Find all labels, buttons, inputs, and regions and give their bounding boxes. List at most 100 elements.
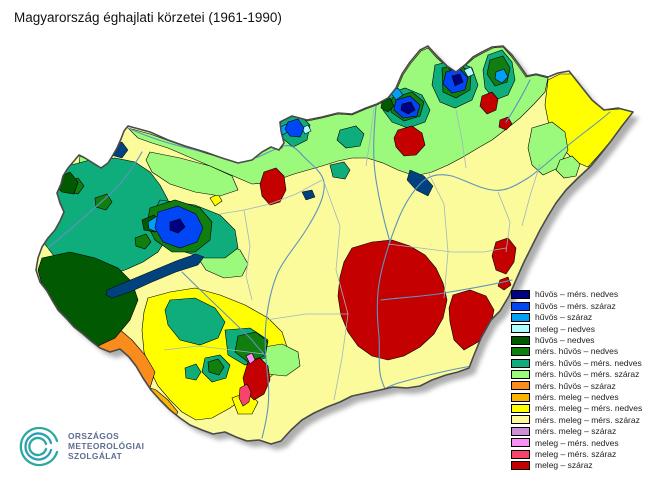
omsz-logo-text: ORSZÁGOS METEOROLÓGIAI SZOLGÁLAT (68, 431, 144, 461)
lake-velence (301, 189, 316, 201)
legend-swatch (511, 335, 530, 345)
legend-swatch (511, 404, 530, 414)
legend-label: mérs. hűvös – mérs. száraz (535, 369, 640, 380)
map-legend: hűvös – mérs. nedves hűvös – mérs. szára… (511, 289, 642, 471)
region-blob (479, 91, 499, 115)
page-title: Magyarország éghajlati körzetei (1961-19… (14, 10, 282, 25)
region-blob (555, 155, 581, 179)
region-blob (337, 239, 448, 361)
region-blob (380, 97, 395, 113)
omsz-spiral-icon (19, 426, 59, 467)
region-blob (164, 297, 226, 346)
logo-line-2: METEOROLÓGIAI (68, 441, 145, 451)
spiral-arc-outer (19, 426, 59, 467)
legend-swatch (511, 290, 530, 300)
legend-label: meleg – mérs. nedves (535, 437, 619, 448)
omsz-logo: ORSZÁGOS METEOROLÓGIAI SZOLGÁLAT (16, 420, 144, 472)
lakes (105, 141, 434, 299)
county-line (521, 163, 541, 227)
legend-label: meleg – nedves (535, 323, 596, 334)
county-line (243, 209, 253, 301)
county-line (163, 345, 265, 355)
legend-label: hűvös – nedves (535, 335, 595, 345)
region-blob (497, 276, 512, 291)
county-line (427, 171, 449, 253)
legend-label: hűvös – mérs. száraz (535, 300, 616, 311)
legend-label: mérs. meleg – száraz (535, 426, 617, 437)
region-blob (451, 73, 464, 87)
legend-label: mérs. meleg – mérs. száraz (535, 414, 640, 425)
river-zagyva (373, 105, 391, 243)
river-maros (385, 365, 473, 389)
region-blob (393, 125, 426, 157)
legend-swatch (511, 381, 530, 391)
legend-label: hűvös – száraz (535, 312, 593, 323)
legend-item: hűvös – nedves (511, 335, 642, 346)
legend-label: meleg – mérs. száraz (535, 448, 617, 459)
legend-swatch (511, 312, 530, 322)
legend-label: mérs. hűvös – száraz (535, 380, 616, 391)
lake-balaton (105, 253, 205, 299)
region-blob (145, 151, 239, 197)
river-raba (47, 151, 143, 249)
legend-item: mérs. meleg – száraz (511, 426, 642, 437)
regions-meleg-mers-nedves (245, 352, 256, 365)
spiral-arc-mid (24, 432, 53, 461)
legend-item: mérs. hűvös – mérs. nedves (511, 357, 642, 368)
county-line (455, 109, 467, 169)
legend-label: mérs. hűvös – nedves (535, 346, 619, 357)
spiral-arc-inner (28, 436, 48, 457)
legend-item: mérs. meleg – nedves (511, 392, 642, 403)
region-blob (494, 68, 509, 84)
county-line (265, 313, 348, 321)
legend-label: meleg – száraz (535, 460, 593, 471)
county-line (387, 243, 507, 253)
region-blob (400, 101, 416, 115)
legend-item: mérs. hűvös – nedves (511, 346, 642, 357)
legend-label: mérs. meleg – nedves (535, 391, 619, 402)
logo-line-3: SZOLGÁLAT (68, 451, 123, 461)
legend-item: mérs. hűvös – száraz (511, 380, 642, 391)
legend-swatch (511, 358, 530, 368)
region-blob (336, 125, 365, 149)
region-blob (491, 237, 517, 275)
legend-item: mérs. hűvös – mérs. száraz (511, 369, 642, 380)
legend-label: mérs. meleg – mérs. nedves (535, 403, 643, 414)
region-blob (134, 233, 152, 250)
region-blob (498, 116, 513, 131)
county-line (323, 181, 349, 401)
lake-tisza (406, 169, 434, 197)
legend-swatch (511, 324, 530, 334)
legend-item: mérs. meleg – mérs. száraz (511, 414, 642, 425)
region-blob (169, 218, 186, 234)
legend-label: mérs. hűvös – mérs. nedves (535, 357, 642, 368)
region-blob (184, 363, 202, 381)
legend-swatch (511, 449, 530, 459)
legend-swatch (511, 301, 530, 311)
river-bodrog (505, 79, 531, 123)
regions-huvos-mers-nedves (169, 73, 464, 234)
legend-item: hűvös – száraz (511, 312, 642, 323)
legend-item: mérs. meleg – mérs. nedves (511, 403, 642, 414)
legend-swatch (511, 461, 530, 471)
river-koros (380, 279, 513, 301)
legend-swatch (511, 415, 530, 425)
region-blob (207, 358, 225, 376)
river-sio (181, 271, 267, 357)
county-line (443, 251, 449, 299)
region-blob (271, 127, 282, 140)
county-borders (163, 107, 541, 401)
legend-item: hűvös – mérs. nedves (511, 289, 642, 300)
legend-item: meleg – nedves (511, 323, 642, 334)
county-line (497, 191, 511, 253)
region-blob (284, 118, 305, 138)
legend-item: hűvös – mérs. száraz (511, 300, 642, 311)
legend-item: meleg – száraz (511, 460, 642, 471)
regions-meleg-mers-szaraz (238, 383, 252, 407)
legend-item: meleg – mérs. száraz (511, 448, 642, 459)
legend-swatch (511, 347, 530, 357)
region-blob (259, 167, 287, 206)
region-blob (329, 161, 351, 180)
